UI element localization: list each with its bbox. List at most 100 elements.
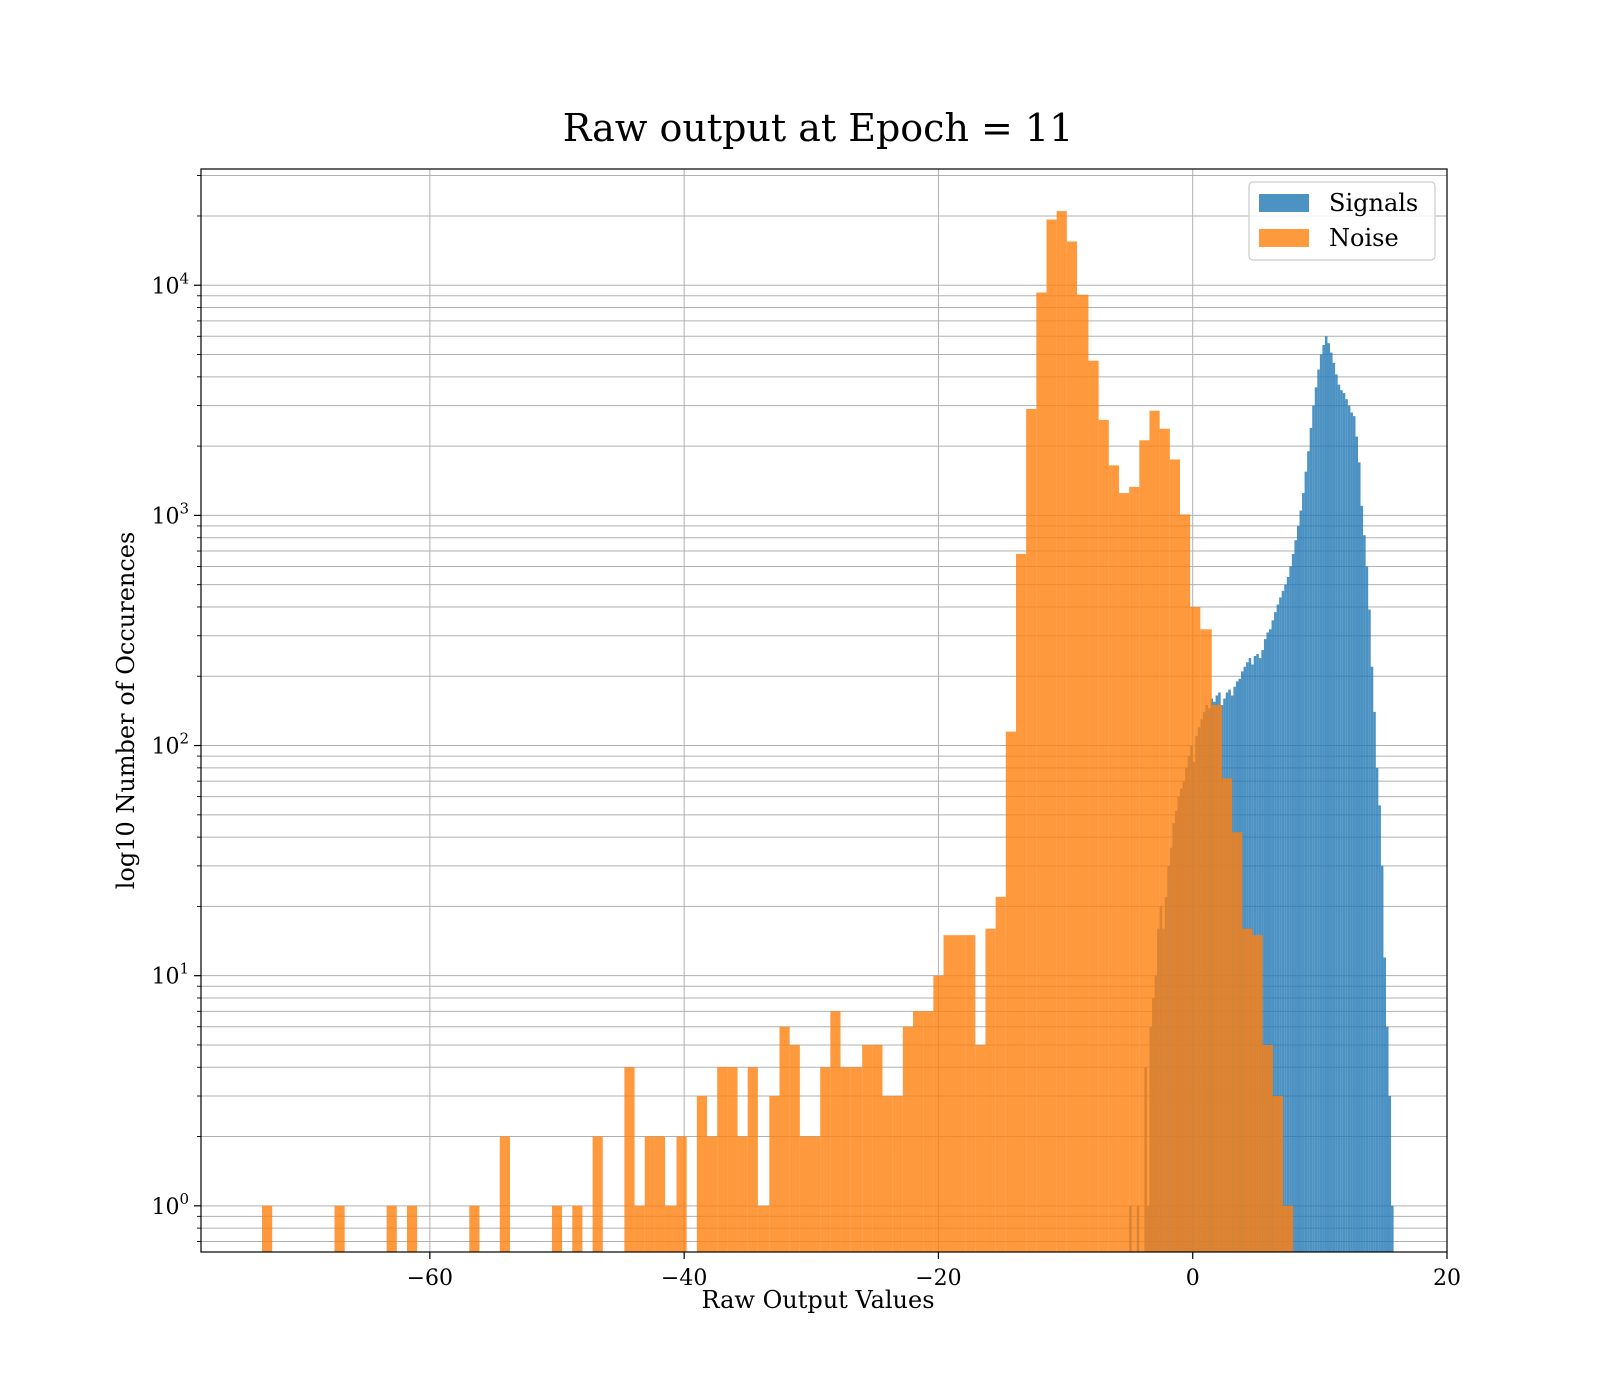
- x-tick-label: 20: [1433, 1266, 1461, 1291]
- histogram-bar: [975, 1044, 986, 1252]
- histogram-bar: [1291, 553, 1295, 1252]
- histogram-bar: [769, 1096, 780, 1252]
- histogram-bar: [1380, 865, 1384, 1252]
- y-tick-label: 102: [151, 730, 189, 760]
- histogram-bar: [499, 1136, 510, 1252]
- histogram-bar: [1026, 408, 1037, 1252]
- y-tick-label: 100: [151, 1190, 189, 1220]
- x-tick-label: −40: [661, 1266, 707, 1291]
- histogram-bar: [1088, 360, 1099, 1253]
- histogram-bar: [1360, 505, 1364, 1252]
- histogram-bar: [1375, 767, 1379, 1252]
- histogram-bar: [1272, 1096, 1283, 1252]
- histogram-bar: [1252, 935, 1263, 1252]
- histogram-bar: [1330, 352, 1333, 1252]
- histogram-bar: [1190, 606, 1201, 1252]
- histogram-bar: [954, 935, 966, 1252]
- histogram-bar: [1271, 620, 1275, 1252]
- histogram-bar: [1324, 336, 1328, 1252]
- histogram-bar: [1296, 525, 1300, 1252]
- histogram-bar: [654, 1136, 666, 1252]
- y-tick-label: 103: [151, 499, 189, 529]
- histogram-bar: [1139, 440, 1150, 1252]
- histogram-bar: [1317, 369, 1320, 1252]
- histogram-bar: [882, 1096, 893, 1252]
- series-noise: [262, 211, 1294, 1253]
- histogram-bar: [634, 1205, 645, 1252]
- histogram-bar: [1077, 294, 1089, 1252]
- histogram-bar: [665, 1205, 677, 1252]
- histogram-bar: [262, 1205, 273, 1252]
- chart-title: Raw output at Epoch = 11: [563, 106, 1074, 150]
- histogram-bar: [1282, 1205, 1294, 1252]
- histogram-bar: [1294, 540, 1297, 1252]
- histogram-bar: [1200, 629, 1212, 1252]
- histogram-bar: [1335, 374, 1338, 1252]
- histogram-bar: [1221, 778, 1233, 1252]
- histogram-bar: [334, 1205, 345, 1252]
- x-tick-label: 0: [1186, 1266, 1200, 1291]
- histogram-bar: [1284, 584, 1287, 1252]
- histogram-bar: [1378, 805, 1381, 1252]
- histogram-bar: [965, 935, 976, 1252]
- histogram-bar: [1279, 597, 1282, 1252]
- histogram-bar: [1046, 219, 1057, 1252]
- histogram-bar: [1307, 451, 1310, 1253]
- histogram-bar: [747, 1067, 758, 1252]
- histogram-bar: [696, 1096, 708, 1252]
- histogram-bar: [1368, 609, 1371, 1252]
- histogram-bar: [1319, 354, 1323, 1252]
- histogram-bar: [1304, 471, 1308, 1252]
- histogram-bar: [1066, 241, 1078, 1252]
- histogram-bar: [624, 1067, 635, 1252]
- histogram-bar: [1309, 427, 1313, 1252]
- histogram-bar: [1098, 419, 1109, 1252]
- legend-label-noise: Noise: [1329, 224, 1399, 252]
- histogram-bar: [707, 1136, 718, 1252]
- histogram-bar: [1391, 1205, 1394, 1252]
- histogram-bar: [1322, 345, 1325, 1252]
- histogram-bar: [1340, 390, 1343, 1252]
- histogram-bar: [1015, 553, 1027, 1252]
- histogram-bar: [1263, 639, 1267, 1252]
- histogram-bar: [1286, 576, 1290, 1252]
- histogram-bar: [1342, 393, 1346, 1253]
- y-axis-label: log10 Number of Occurences: [112, 532, 140, 890]
- y-axis-ticks: 100 101 102 103 104: [151, 175, 201, 1242]
- y-tick-label: 104: [151, 269, 189, 299]
- histogram-bar: [1388, 1096, 1392, 1252]
- x-tick-label: −20: [915, 1266, 961, 1291]
- histogram-bar: [1365, 566, 1369, 1252]
- histogram-bar: [406, 1205, 418, 1252]
- histogram-bar: [913, 1011, 924, 1252]
- histogram-bar: [1180, 514, 1191, 1252]
- histogram-bar: [737, 1136, 748, 1252]
- histogram-bar: [1269, 629, 1272, 1252]
- histogram-bar: [1385, 1026, 1389, 1252]
- histogram-bar: [1149, 410, 1160, 1252]
- histogram-bar: [840, 1067, 851, 1252]
- histogram-bar: [644, 1136, 655, 1252]
- y-tick-label: 101: [151, 960, 189, 990]
- histogram-bar: [943, 935, 955, 1252]
- bars: [262, 211, 1394, 1253]
- histogram-bar: [1327, 343, 1331, 1253]
- histogram-bar: [1159, 428, 1170, 1253]
- histogram-bar: [1350, 412, 1353, 1252]
- histogram-bar: [727, 1067, 738, 1252]
- histogram-bar: [830, 1011, 841, 1252]
- histogram-bar: [1056, 211, 1067, 1253]
- histogram-bar: [1036, 292, 1047, 1252]
- histogram-bar: [799, 1136, 811, 1252]
- histogram-bar: [1232, 832, 1243, 1252]
- histogram-bar: [1370, 666, 1374, 1252]
- histogram-bar: [1274, 612, 1277, 1252]
- histogram-bar: [1358, 462, 1361, 1252]
- histogram-bar: [1262, 1044, 1273, 1252]
- histogram-bar: [469, 1205, 480, 1252]
- histogram-bar: [1352, 416, 1356, 1252]
- histogram-bar: [572, 1205, 583, 1252]
- histogram-bar: [1108, 465, 1119, 1252]
- histogram-bar: [1347, 405, 1351, 1252]
- histogram-bar: [386, 1205, 397, 1252]
